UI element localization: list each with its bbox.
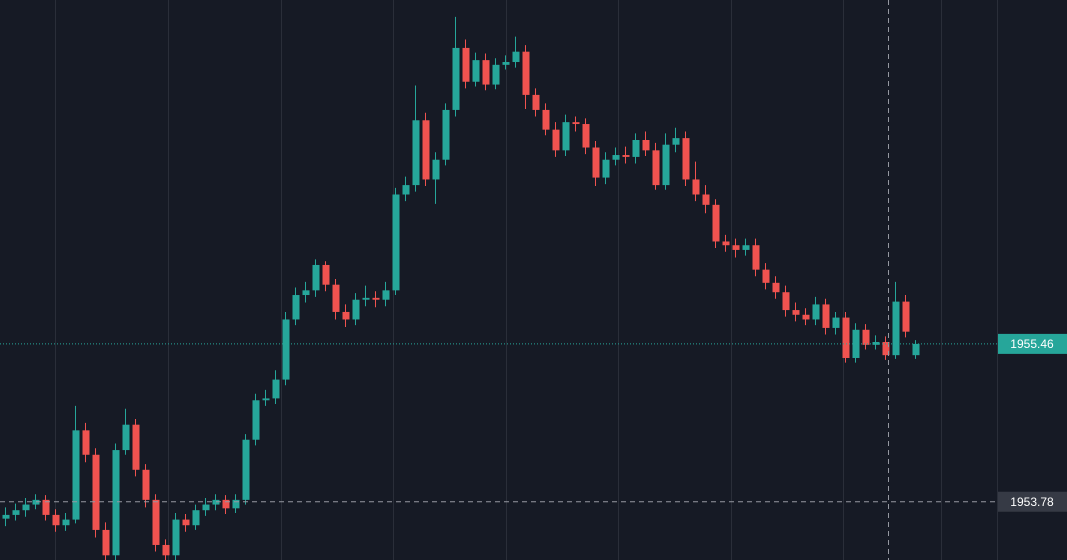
candle-body xyxy=(92,454,100,530)
candle-body xyxy=(292,295,300,320)
candle-body xyxy=(802,314,810,320)
candle-body xyxy=(702,194,710,205)
candle-body xyxy=(142,469,150,500)
candle-body xyxy=(272,379,280,399)
crosshair-price-label: 1953.78 xyxy=(1010,495,1054,509)
candle-body xyxy=(232,499,240,509)
candle-body xyxy=(572,122,580,125)
candle-body xyxy=(482,60,490,85)
candle-body xyxy=(282,319,290,380)
candle-body xyxy=(882,342,890,356)
candle-body xyxy=(792,310,800,315)
candle-body xyxy=(412,120,420,186)
candle-body xyxy=(312,264,320,291)
vertical-grid xyxy=(55,0,942,560)
candle-body xyxy=(202,504,210,511)
candle-body xyxy=(402,185,410,195)
candle-body xyxy=(632,140,640,157)
candle-body xyxy=(762,269,770,283)
candle-body xyxy=(862,329,870,345)
candle-body xyxy=(842,317,850,358)
candle-body xyxy=(662,144,670,186)
candle-body xyxy=(172,519,180,556)
candle-body xyxy=(62,519,70,526)
candle-body xyxy=(562,122,570,151)
candle-body xyxy=(472,60,480,82)
candle-body xyxy=(82,430,90,455)
candle-body xyxy=(912,343,920,356)
candle-body xyxy=(512,51,520,63)
candle-body xyxy=(602,159,610,178)
candle-body xyxy=(352,299,360,320)
crosshair-price-tag xyxy=(998,491,1067,512)
candle-body xyxy=(672,138,680,145)
candle-body xyxy=(892,301,900,356)
candle-body xyxy=(522,51,530,95)
candle-body xyxy=(742,245,750,250)
last-price-tag xyxy=(998,333,1067,354)
candle-body xyxy=(242,439,250,500)
candle-body xyxy=(422,120,430,180)
candle-body xyxy=(192,510,200,526)
candle-body xyxy=(452,47,460,110)
candle-body xyxy=(652,150,660,186)
candle-body xyxy=(382,290,390,300)
candle-body xyxy=(832,317,840,328)
candle-body xyxy=(102,529,110,556)
candle-body xyxy=(642,140,650,151)
candle-body xyxy=(772,282,780,293)
candle-body xyxy=(722,241,730,246)
candle-body xyxy=(592,147,600,178)
candle-body xyxy=(122,424,130,451)
candle-body xyxy=(692,179,700,195)
candle-body xyxy=(812,304,820,320)
candle-body xyxy=(682,138,690,180)
candle-body xyxy=(532,94,540,110)
candle-body xyxy=(752,245,760,270)
candle-body xyxy=(542,109,550,130)
candle-body xyxy=(392,194,400,291)
candle-body xyxy=(162,544,170,556)
candle-body xyxy=(342,311,350,320)
candle-body xyxy=(222,499,230,509)
candle-body xyxy=(42,499,50,515)
candle-body xyxy=(152,499,160,545)
candle-body xyxy=(182,519,190,526)
candle-body xyxy=(22,504,30,511)
candle-body xyxy=(52,514,60,526)
candle-body xyxy=(552,129,560,151)
candle-body xyxy=(502,62,510,65)
candle-body xyxy=(732,245,740,250)
candle-body xyxy=(12,510,20,515)
candle-body xyxy=(492,64,500,85)
candle-body xyxy=(132,424,140,470)
candle-body xyxy=(462,47,470,82)
candle-body xyxy=(712,204,720,242)
candle-body xyxy=(362,297,370,300)
candle-body xyxy=(2,514,10,519)
candle-body xyxy=(442,109,450,160)
candle-body xyxy=(822,304,830,328)
candle-body xyxy=(262,398,270,401)
candle-body xyxy=(252,400,260,440)
candle-body xyxy=(902,301,910,332)
candle-body xyxy=(622,155,630,157)
candle-body xyxy=(112,450,120,556)
candle-body xyxy=(372,297,380,300)
candle-body xyxy=(322,264,330,285)
candle-body xyxy=(302,290,310,296)
candle-body xyxy=(782,292,790,311)
candle-body xyxy=(612,155,620,160)
price-labels: 1955.46 1953.78 xyxy=(0,333,1067,512)
candle-body xyxy=(72,430,80,520)
candle-body xyxy=(332,284,340,312)
candle-body xyxy=(582,124,590,148)
last-price-label: 1955.46 xyxy=(1010,337,1054,351)
candle-body xyxy=(432,159,440,180)
